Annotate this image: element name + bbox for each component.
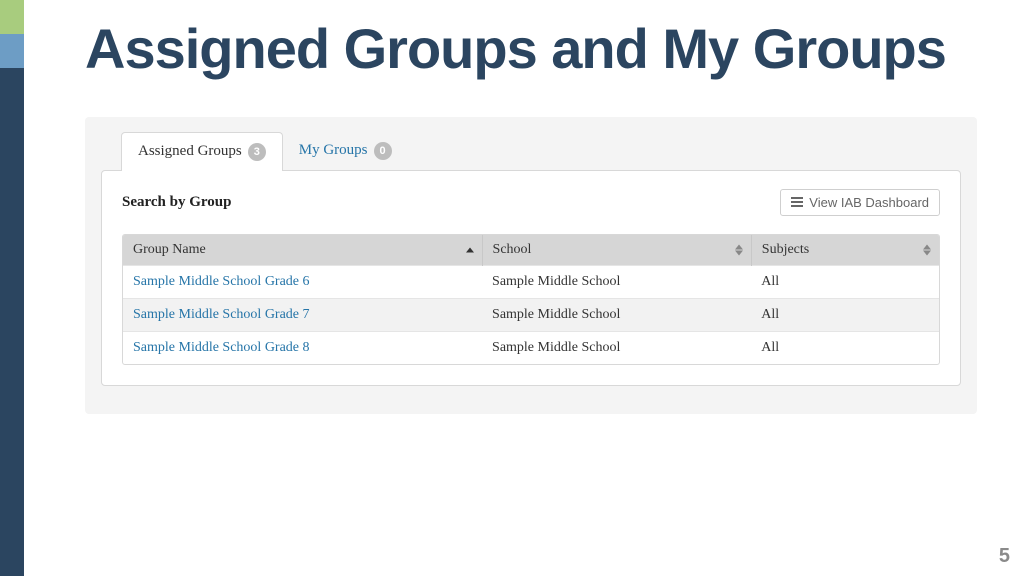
tab-label: Assigned Groups [138, 143, 242, 160]
view-iab-dashboard-button[interactable]: View IAB Dashboard [780, 189, 940, 216]
card-header: Search by Group View IAB Dashboard [122, 189, 940, 216]
tabs: Assigned Groups 3 My Groups 0 [85, 131, 977, 170]
assigned-count-badge: 3 [248, 143, 266, 161]
table-row: Sample Middle School Grade 7 Sample Midd… [123, 298, 939, 331]
column-label: School [493, 242, 532, 257]
accent-green [0, 0, 24, 34]
table-row: Sample Middle School Grade 6 Sample Midd… [123, 265, 939, 298]
column-label: Subjects [762, 242, 809, 257]
subjects-cell: All [751, 331, 939, 364]
group-link[interactable]: Sample Middle School Grade 6 [133, 274, 310, 289]
sort-icon [466, 247, 474, 252]
school-cell: Sample Middle School [482, 265, 751, 298]
accent-navy [0, 68, 24, 576]
slide-accent-bar [0, 0, 24, 576]
school-cell: Sample Middle School [482, 331, 751, 364]
groups-table-wrap: Group Name School [122, 234, 940, 365]
hamburger-icon [791, 197, 803, 207]
group-link[interactable]: Sample Middle School Grade 7 [133, 307, 310, 322]
sort-icon [735, 244, 743, 255]
accent-blue [0, 34, 24, 68]
group-link[interactable]: Sample Middle School Grade 8 [133, 340, 310, 355]
groups-panel: Assigned Groups 3 My Groups 0 Search by … [85, 117, 977, 414]
groups-card: Search by Group View IAB Dashboard Group… [101, 170, 961, 386]
tab-my-groups[interactable]: My Groups 0 [283, 132, 408, 170]
column-header-group-name[interactable]: Group Name [123, 235, 482, 266]
school-cell: Sample Middle School [482, 298, 751, 331]
page-title: Assigned Groups and My Groups [85, 20, 995, 79]
mygroups-count-badge: 0 [374, 142, 392, 160]
column-header-school[interactable]: School [482, 235, 751, 266]
column-label: Group Name [133, 242, 206, 257]
sort-icon [923, 244, 931, 255]
groups-table: Group Name School [123, 235, 939, 364]
tab-assigned-groups[interactable]: Assigned Groups 3 [121, 132, 283, 171]
search-by-group-label: Search by Group [122, 194, 231, 211]
tab-label: My Groups [299, 142, 368, 159]
column-header-subjects[interactable]: Subjects [751, 235, 939, 266]
subjects-cell: All [751, 298, 939, 331]
subjects-cell: All [751, 265, 939, 298]
table-row: Sample Middle School Grade 8 Sample Midd… [123, 331, 939, 364]
slide-number: 5 [999, 545, 1010, 568]
view-button-label: View IAB Dashboard [809, 195, 929, 210]
